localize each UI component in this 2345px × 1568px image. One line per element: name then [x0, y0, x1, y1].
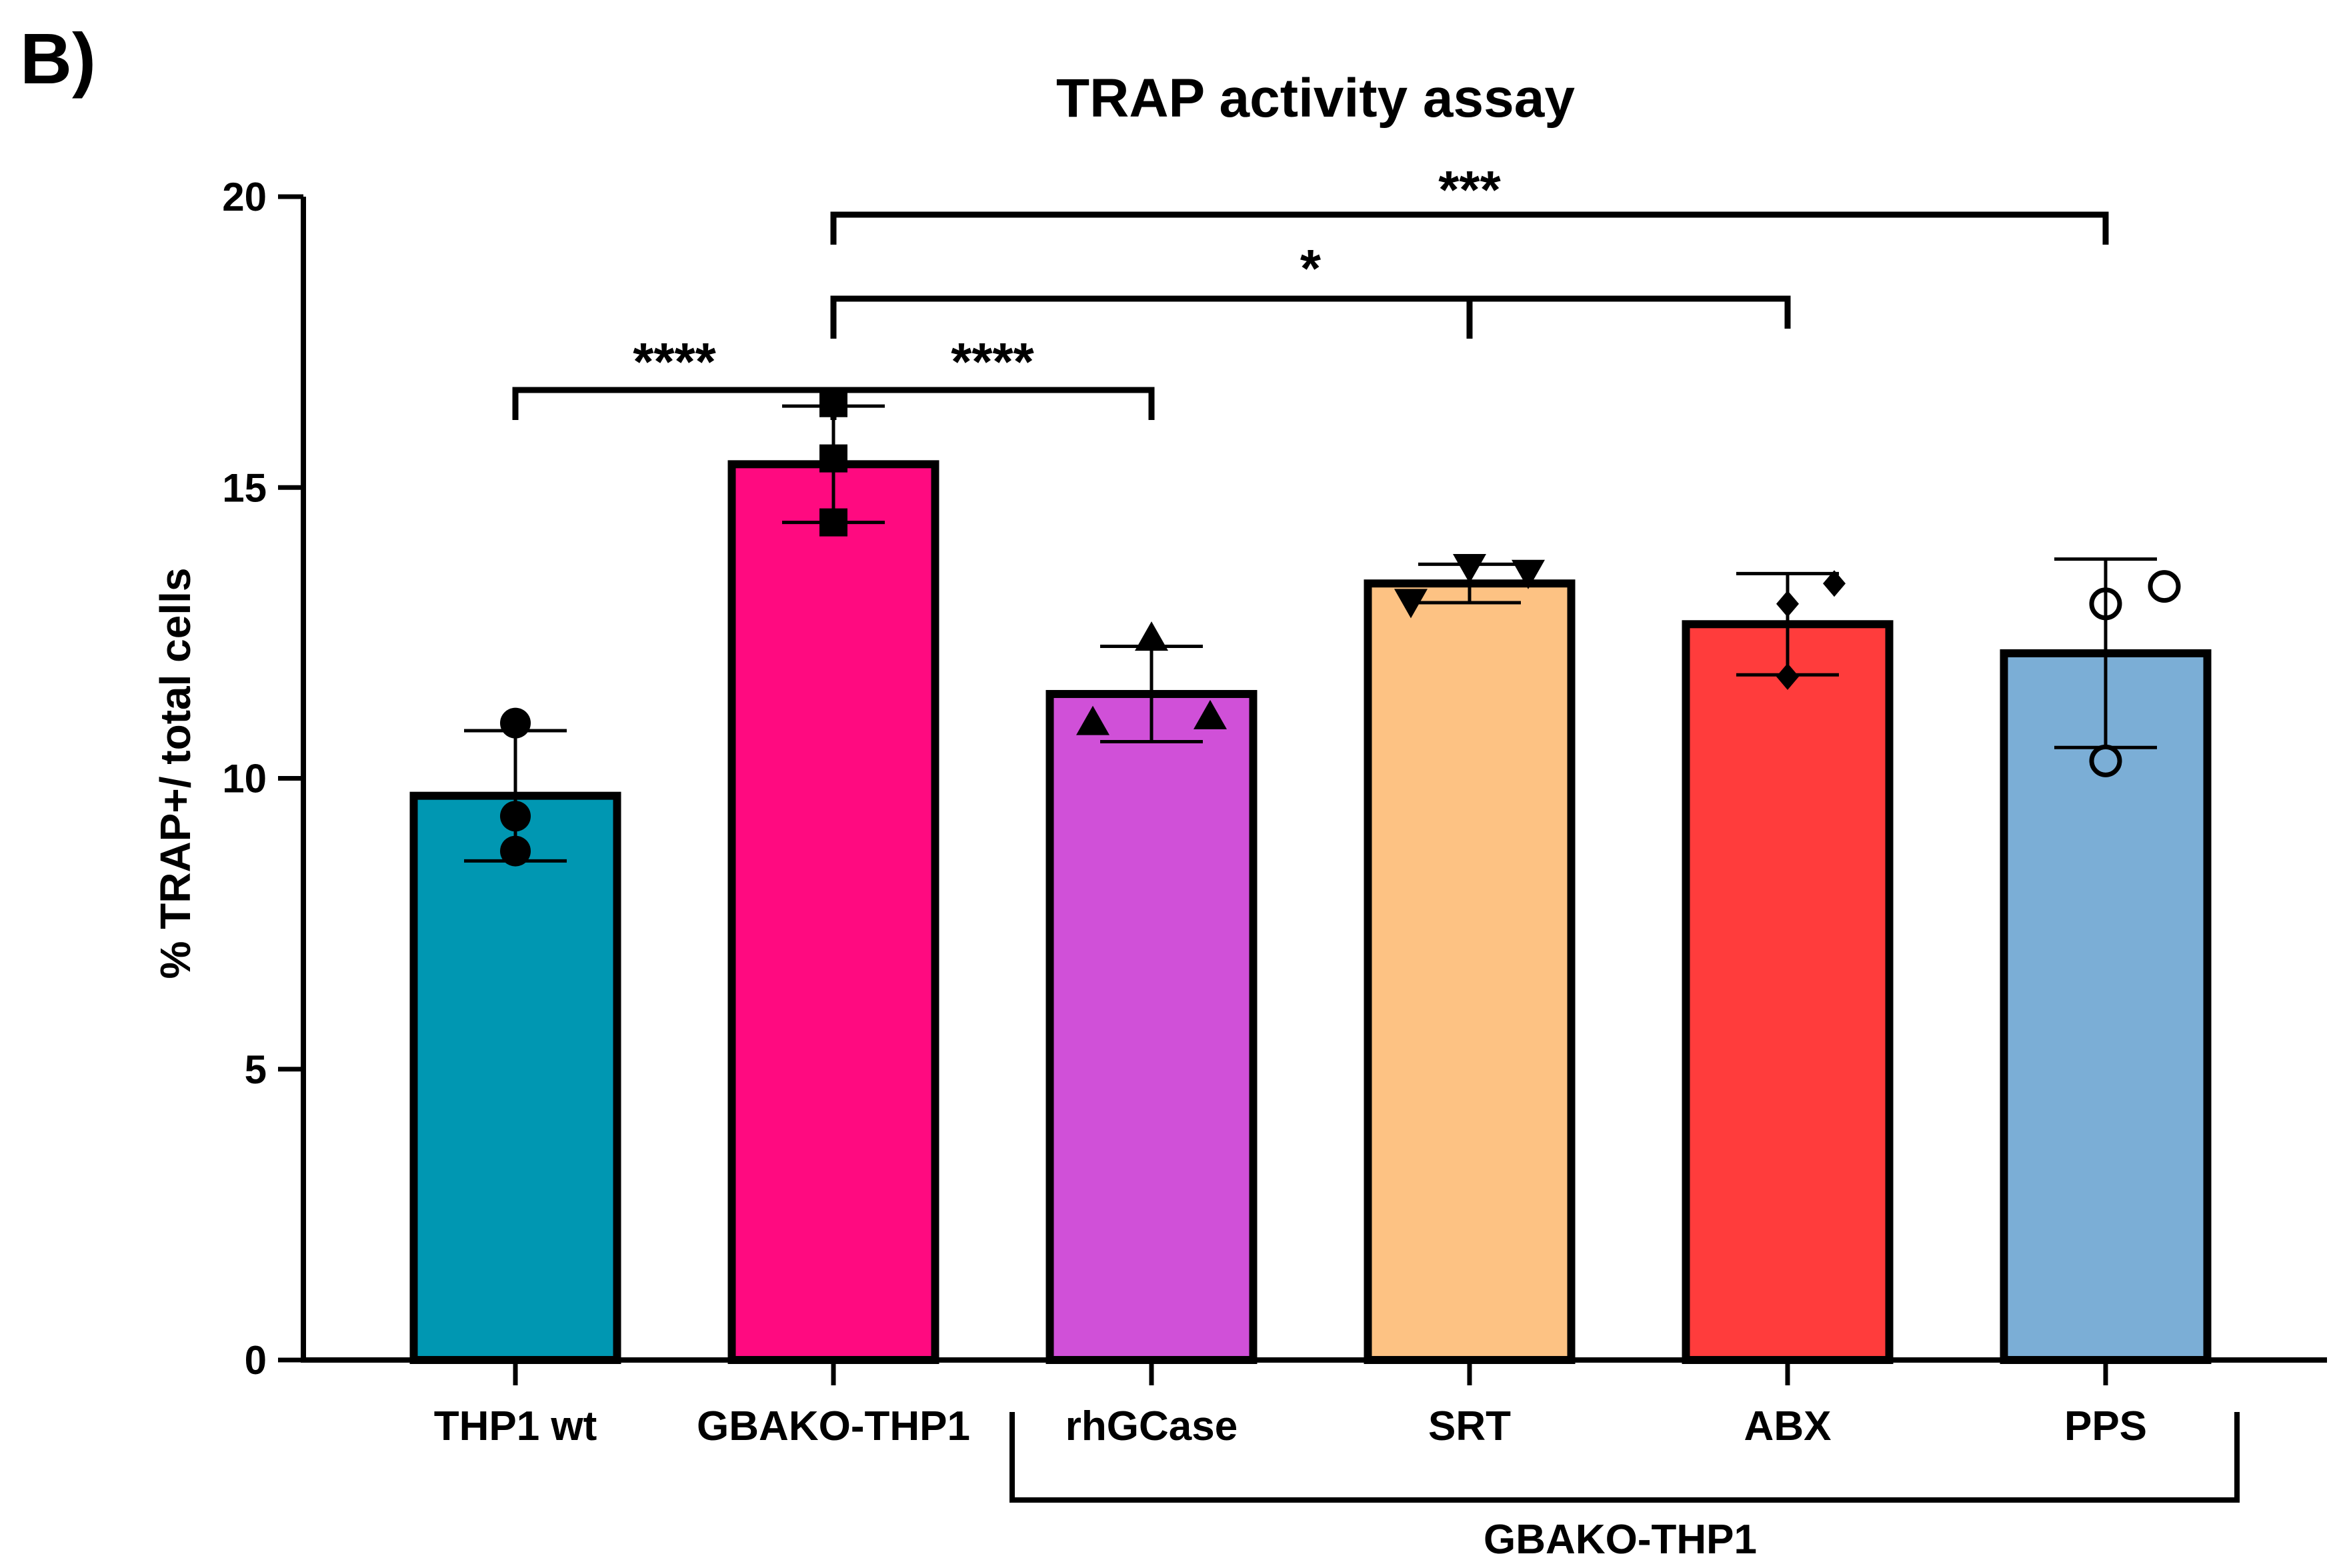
data-point [2148, 570, 2181, 603]
group-bracket [1009, 1412, 2240, 1503]
data-point [1512, 559, 1545, 589]
data-point [1453, 554, 1486, 584]
chart-title: TRAP activity assay [1056, 68, 1575, 129]
axes-layer: 0 5 10 15 20 THP1 wt GBAKO-THP1 rhGCase SRT ABX PP… [222, 175, 2327, 1503]
bar-rhgcase [1045, 689, 1258, 1365]
significance-bracket [830, 211, 2109, 245]
error-bars-layer [464, 404, 2157, 863]
data-point [819, 508, 847, 537]
data-point [500, 835, 531, 867]
x-tick-label: THP1 wt [434, 1403, 597, 1449]
significance-layer: **** ******** [512, 160, 2109, 420]
data-point [1776, 590, 1799, 617]
data-point [1135, 621, 1168, 651]
data-point [1823, 570, 1846, 597]
data-point [2089, 744, 2122, 777]
bar-pps [2000, 649, 2212, 1364]
data-point [1776, 663, 1799, 690]
x-tick-label: PPS [2064, 1403, 2147, 1449]
significance-bracket [830, 295, 1791, 339]
data-point [500, 801, 531, 832]
data-point [500, 707, 531, 739]
bars-layer [409, 460, 2212, 1365]
data-point [1394, 589, 1428, 619]
y-tick-label-15: 15 [222, 465, 267, 510]
y-tick-label-0: 0 [245, 1338, 267, 1383]
y-tick-label-10: 10 [222, 757, 267, 801]
y-tick-label-20: 20 [222, 175, 267, 219]
y-tick-label-5: 5 [245, 1047, 267, 1092]
data-point [1076, 705, 1109, 735]
group-bracket-label: GBAKO-THP1 [1484, 1517, 1757, 1563]
data-point [2089, 587, 2122, 621]
bar-thp1-wt [409, 791, 621, 1365]
x-tick-label: GBAKO-THP1 [697, 1403, 970, 1449]
bar-abx [1682, 620, 1894, 1364]
x-tick-label: rhGCase [1065, 1403, 1238, 1449]
significance-stars: * [1300, 239, 1322, 298]
bar-gbako-thp1 [727, 460, 939, 1364]
y-axis-label: % TRAP+/ total cells [151, 567, 199, 979]
data-point [1194, 699, 1227, 729]
panel-label: B) [20, 18, 96, 99]
x-tick-label: SRT [1428, 1403, 1511, 1449]
x-tick-label: ABX [1744, 1403, 1832, 1449]
significance-stars: **** [633, 332, 716, 391]
significance-stars: *** [1438, 160, 1501, 219]
bar-srt [1364, 579, 1576, 1364]
significance-stars: **** [951, 332, 1034, 391]
data-point [819, 444, 847, 473]
